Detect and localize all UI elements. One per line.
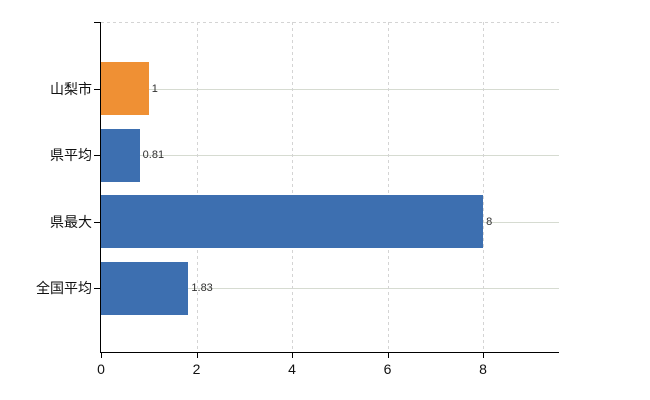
bar	[101, 128, 140, 182]
gridline-horizontal	[101, 88, 559, 90]
x-tick	[292, 353, 294, 358]
bar-value-label: 1	[151, 82, 158, 95]
bar	[101, 261, 189, 315]
gridline-vertical	[387, 22, 389, 352]
x-tick	[196, 353, 198, 358]
category-label: 全国平均	[36, 280, 92, 296]
y-axis	[100, 22, 101, 353]
bar-value-label: 1.83	[191, 282, 213, 294]
bar-value-label: 0.81	[142, 149, 165, 161]
y-tick	[94, 221, 100, 223]
gridline-horizontal	[101, 155, 559, 156]
x-tick	[483, 353, 485, 358]
y-tick	[94, 22, 100, 23]
y-tick	[94, 155, 100, 156]
gridline-horizontal	[101, 288, 559, 289]
gridline-vertical	[483, 22, 485, 352]
bar-value-label: 8	[486, 215, 493, 228]
y-tick	[94, 88, 100, 90]
x-tick	[387, 353, 389, 358]
bar	[101, 195, 484, 248]
gridline-vertical	[292, 22, 294, 352]
category-label: 県平均	[50, 147, 92, 163]
category-label: 山梨市	[50, 80, 92, 97]
x-tick-label: 6	[383, 361, 392, 377]
plot-top-border	[101, 22, 559, 23]
category-label: 県最大	[50, 213, 92, 230]
y-tick	[94, 288, 100, 289]
x-tick-label: 8	[479, 361, 487, 377]
bar	[101, 62, 149, 115]
x-tick	[101, 353, 102, 358]
gridline-vertical	[196, 22, 198, 352]
x-axis	[100, 352, 559, 353]
x-tick-label: 4	[288, 361, 296, 377]
x-tick-label: 0	[97, 361, 105, 377]
x-tick-label: 2	[192, 361, 201, 377]
